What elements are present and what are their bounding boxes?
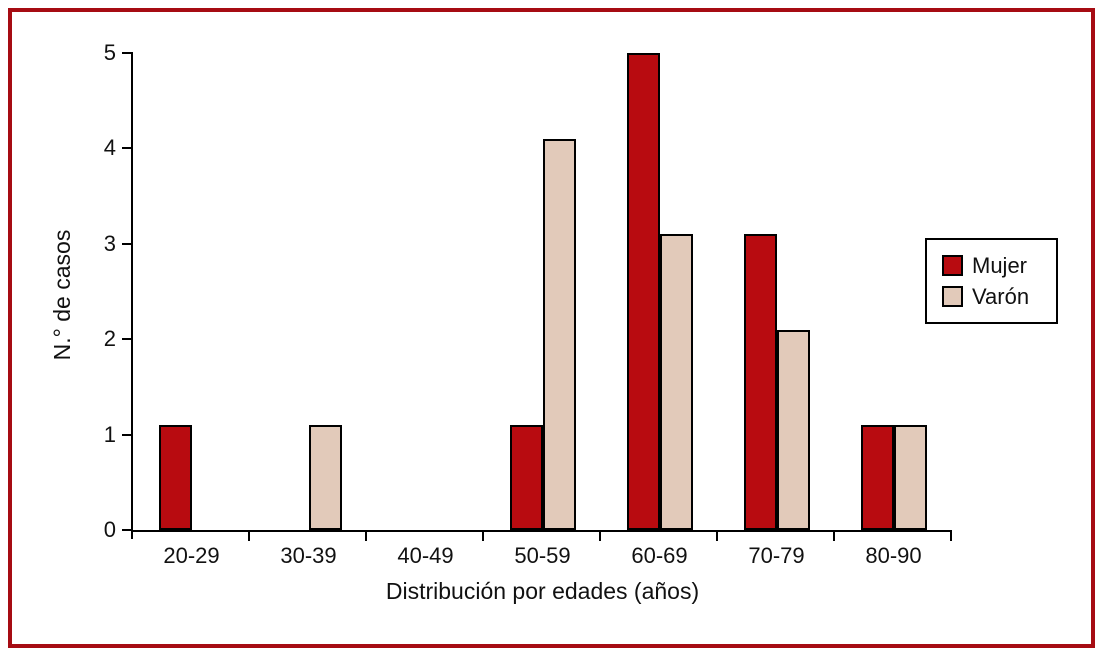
bar-varon-50-59 (542, 138, 576, 530)
x-axis-title: Distribución por edades (años) (385, 578, 700, 604)
y-tick (122, 338, 131, 341)
legend: Mujer Varón (925, 238, 1058, 324)
x-tick (599, 532, 601, 541)
y-tick-label: 4 (103, 135, 116, 161)
bar-mujer-70-79 (743, 234, 777, 530)
x-category-label: 40-49 (397, 543, 454, 568)
bar-mujer-50-59 (509, 425, 543, 530)
y-tick-label: 2 (103, 326, 116, 352)
x-category-label: 30-39 (280, 543, 337, 568)
bar-varon-80-90 (893, 425, 927, 530)
legend-item-mujer: Mujer (942, 252, 1056, 278)
y-tick-label: 3 (103, 230, 116, 256)
x-tick (482, 532, 484, 541)
x-category-label: 50-59 (514, 543, 571, 568)
bar-mujer-60-69 (626, 53, 660, 530)
y-tick (122, 529, 131, 531)
x-category-label: 70-79 (748, 543, 805, 568)
legend-label-varon: Varón (972, 283, 1030, 309)
x-tick (365, 532, 367, 541)
x-tick (833, 532, 835, 541)
x-category-label: 80-90 (865, 543, 922, 568)
varon-swatch-icon (942, 286, 963, 307)
y-tick (122, 242, 131, 245)
y-tick (122, 52, 131, 54)
bar-varon-60-69 (659, 234, 693, 530)
legend-item-varon: Varón (942, 283, 1056, 309)
bar-mujer-80-90 (860, 425, 894, 530)
x-tick (950, 532, 952, 541)
x-axis-line (131, 530, 952, 532)
y-tick-label: 1 (103, 421, 116, 447)
x-tick (716, 532, 718, 541)
bar-mujer-20-29 (158, 425, 192, 530)
y-tick-label: 5 (103, 40, 116, 65)
legend-label-mujer: Mujer (972, 252, 1028, 278)
y-axis-line (131, 52, 133, 539)
x-tick (248, 532, 250, 541)
y-tick-label: 0 (103, 517, 116, 542)
y-tick (122, 147, 131, 150)
bar-varon-30-39 (308, 425, 342, 530)
y-tick (122, 433, 131, 436)
x-category-label: 60-69 (631, 543, 688, 568)
bar-varon-70-79 (776, 329, 810, 530)
x-category-label: 20-29 (163, 543, 220, 568)
mujer-swatch-icon (942, 255, 963, 276)
y-axis-title: N.° de casos (49, 229, 75, 361)
